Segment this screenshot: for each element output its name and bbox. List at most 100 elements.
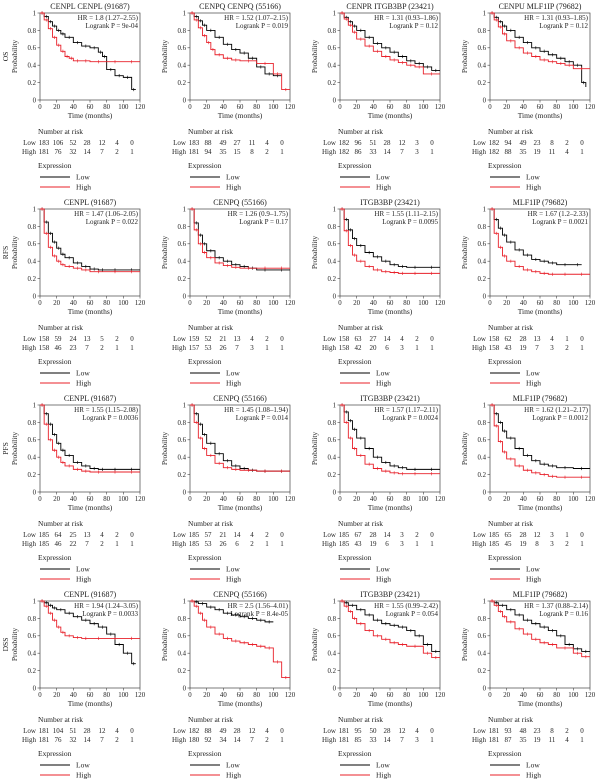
risk-value-low: 4 (400, 335, 404, 343)
y-tick-label: 0 (183, 685, 187, 692)
risk-row-label-high: High (322, 736, 337, 744)
y-tick-label: 0.8 (28, 28, 37, 35)
x-tick-label: 0 (188, 104, 192, 111)
risk-value-low: 3 (415, 139, 419, 147)
risk-value-low: 28 (384, 139, 392, 147)
risk-value-low: 4 (100, 531, 104, 539)
km-curve-high (40, 600, 140, 639)
panel-title: ITGB3BP (23421) (360, 394, 420, 403)
x-tick-label: 0 (188, 692, 192, 699)
risk-value-high: 53 (205, 540, 213, 548)
x-tick-label: 80 (403, 104, 410, 111)
panel-title: MLF1IP (79682) (513, 198, 568, 207)
y-tick-label: 1 (183, 206, 186, 213)
risk-row-label-high: High (22, 736, 37, 744)
y-tick-label: 1 (483, 206, 486, 213)
x-tick-label: 60 (387, 496, 394, 503)
y-tick-label: 0.8 (178, 28, 187, 35)
risk-value-low: 12 (99, 139, 107, 147)
risk-row-label-high: High (172, 736, 187, 744)
risk-value-low: 27 (234, 139, 242, 147)
y-tick-label: 0.8 (328, 224, 337, 231)
x-axis-label: Time (months) (218, 307, 263, 316)
x-tick-label: 120 (135, 496, 146, 503)
risk-value-low: 28 (84, 139, 92, 147)
legend-title: Expression (488, 553, 522, 562)
risk-value-high: 19 (534, 736, 542, 744)
risk-value-low: 88 (205, 139, 213, 147)
risk-value-high: 7 (100, 736, 104, 744)
risk-value-low: 0 (430, 139, 434, 147)
y-axis-label: Probability (160, 236, 169, 270)
x-tick-label: 20 (503, 300, 510, 307)
legend-label-high: High (226, 183, 241, 192)
risk-row-label-low: Low (323, 727, 337, 735)
risk-value-high: 181 (39, 148, 50, 156)
risk-value-low: 182 (489, 139, 500, 147)
risk-value-low: 182 (339, 139, 350, 147)
y-tick-label: 0 (33, 489, 37, 496)
risk-value-high: 2 (115, 736, 119, 744)
risk-value-low: 106 (53, 139, 64, 147)
legend-label-high: High (376, 771, 391, 780)
x-tick-label: 120 (435, 300, 446, 307)
x-tick-label: 80 (403, 692, 410, 699)
risk-value-low: 13 (84, 335, 92, 343)
risk-row-label-high: High (172, 540, 187, 548)
x-tick-label: 60 (237, 104, 244, 111)
panel-title: MLF1IP (79682) (513, 590, 568, 599)
x-tick-label: 60 (237, 300, 244, 307)
y-tick-label: 0.4 (328, 259, 337, 266)
risk-value-high: 182 (489, 148, 500, 156)
risk-value-low: 185 (39, 531, 50, 539)
risk-value-low: 48 (520, 727, 528, 735)
km-curve-low (340, 404, 440, 470)
x-tick-label: 20 (503, 104, 510, 111)
x-tick-label: 80 (253, 104, 260, 111)
risk-value-high: 1 (430, 344, 434, 352)
x-axis-label: Time (months) (218, 503, 263, 512)
risk-value-low: 4 (250, 531, 254, 539)
risk-value-low: 52 (70, 139, 78, 147)
risk-value-high: 3 (550, 344, 554, 352)
hazard-ratio-label: HR = 1.8 (1.27–2.55) (78, 14, 139, 22)
km-panel-os-2: CENPQ CENPQ (55166) Probability 0 0.2 0.4 0.6… (160, 2, 296, 192)
risk-value-low: 0 (430, 531, 434, 539)
risk-value-low: 4 (250, 335, 254, 343)
y-tick-label: 1 (333, 10, 336, 17)
risk-value-high: 14 (384, 736, 392, 744)
km-curve-low (340, 208, 440, 268)
y-tick-label: 1 (333, 206, 336, 213)
panel-title: CENPL (91687) (64, 198, 117, 207)
legend-label-low: Low (376, 761, 390, 770)
risk-value-low: 181 (339, 727, 350, 735)
risk-value-low: 0 (430, 727, 434, 735)
y-axis-label: Probability (460, 40, 469, 74)
risk-value-low: 12 (399, 727, 407, 735)
legend-label-high: High (76, 771, 91, 780)
row-label: RFS (1, 246, 10, 259)
y-tick-label: 0.8 (328, 616, 337, 623)
risk-value-high: 2 (565, 540, 569, 548)
y-tick-label: 0 (183, 293, 187, 300)
risk-title: Number at risk (488, 715, 533, 724)
risk-value-high: 45 (505, 540, 513, 548)
risk-value-high: 11 (549, 736, 556, 744)
risk-value-high: 1 (280, 540, 284, 548)
x-tick-label: 100 (568, 496, 579, 503)
y-tick-label: 0.6 (28, 633, 37, 640)
risk-value-low: 12 (99, 727, 107, 735)
risk-value-low: 24 (70, 335, 78, 343)
legend-label-low: Low (526, 761, 540, 770)
risk-value-low: 4 (415, 727, 419, 735)
risk-value-high: 3 (250, 344, 254, 352)
x-tick-label: 80 (553, 692, 560, 699)
y-tick-label: 0.4 (478, 259, 487, 266)
legend-label-low: Low (376, 565, 390, 574)
risk-value-low: 28 (520, 531, 528, 539)
legend-label-low: Low (376, 369, 390, 378)
